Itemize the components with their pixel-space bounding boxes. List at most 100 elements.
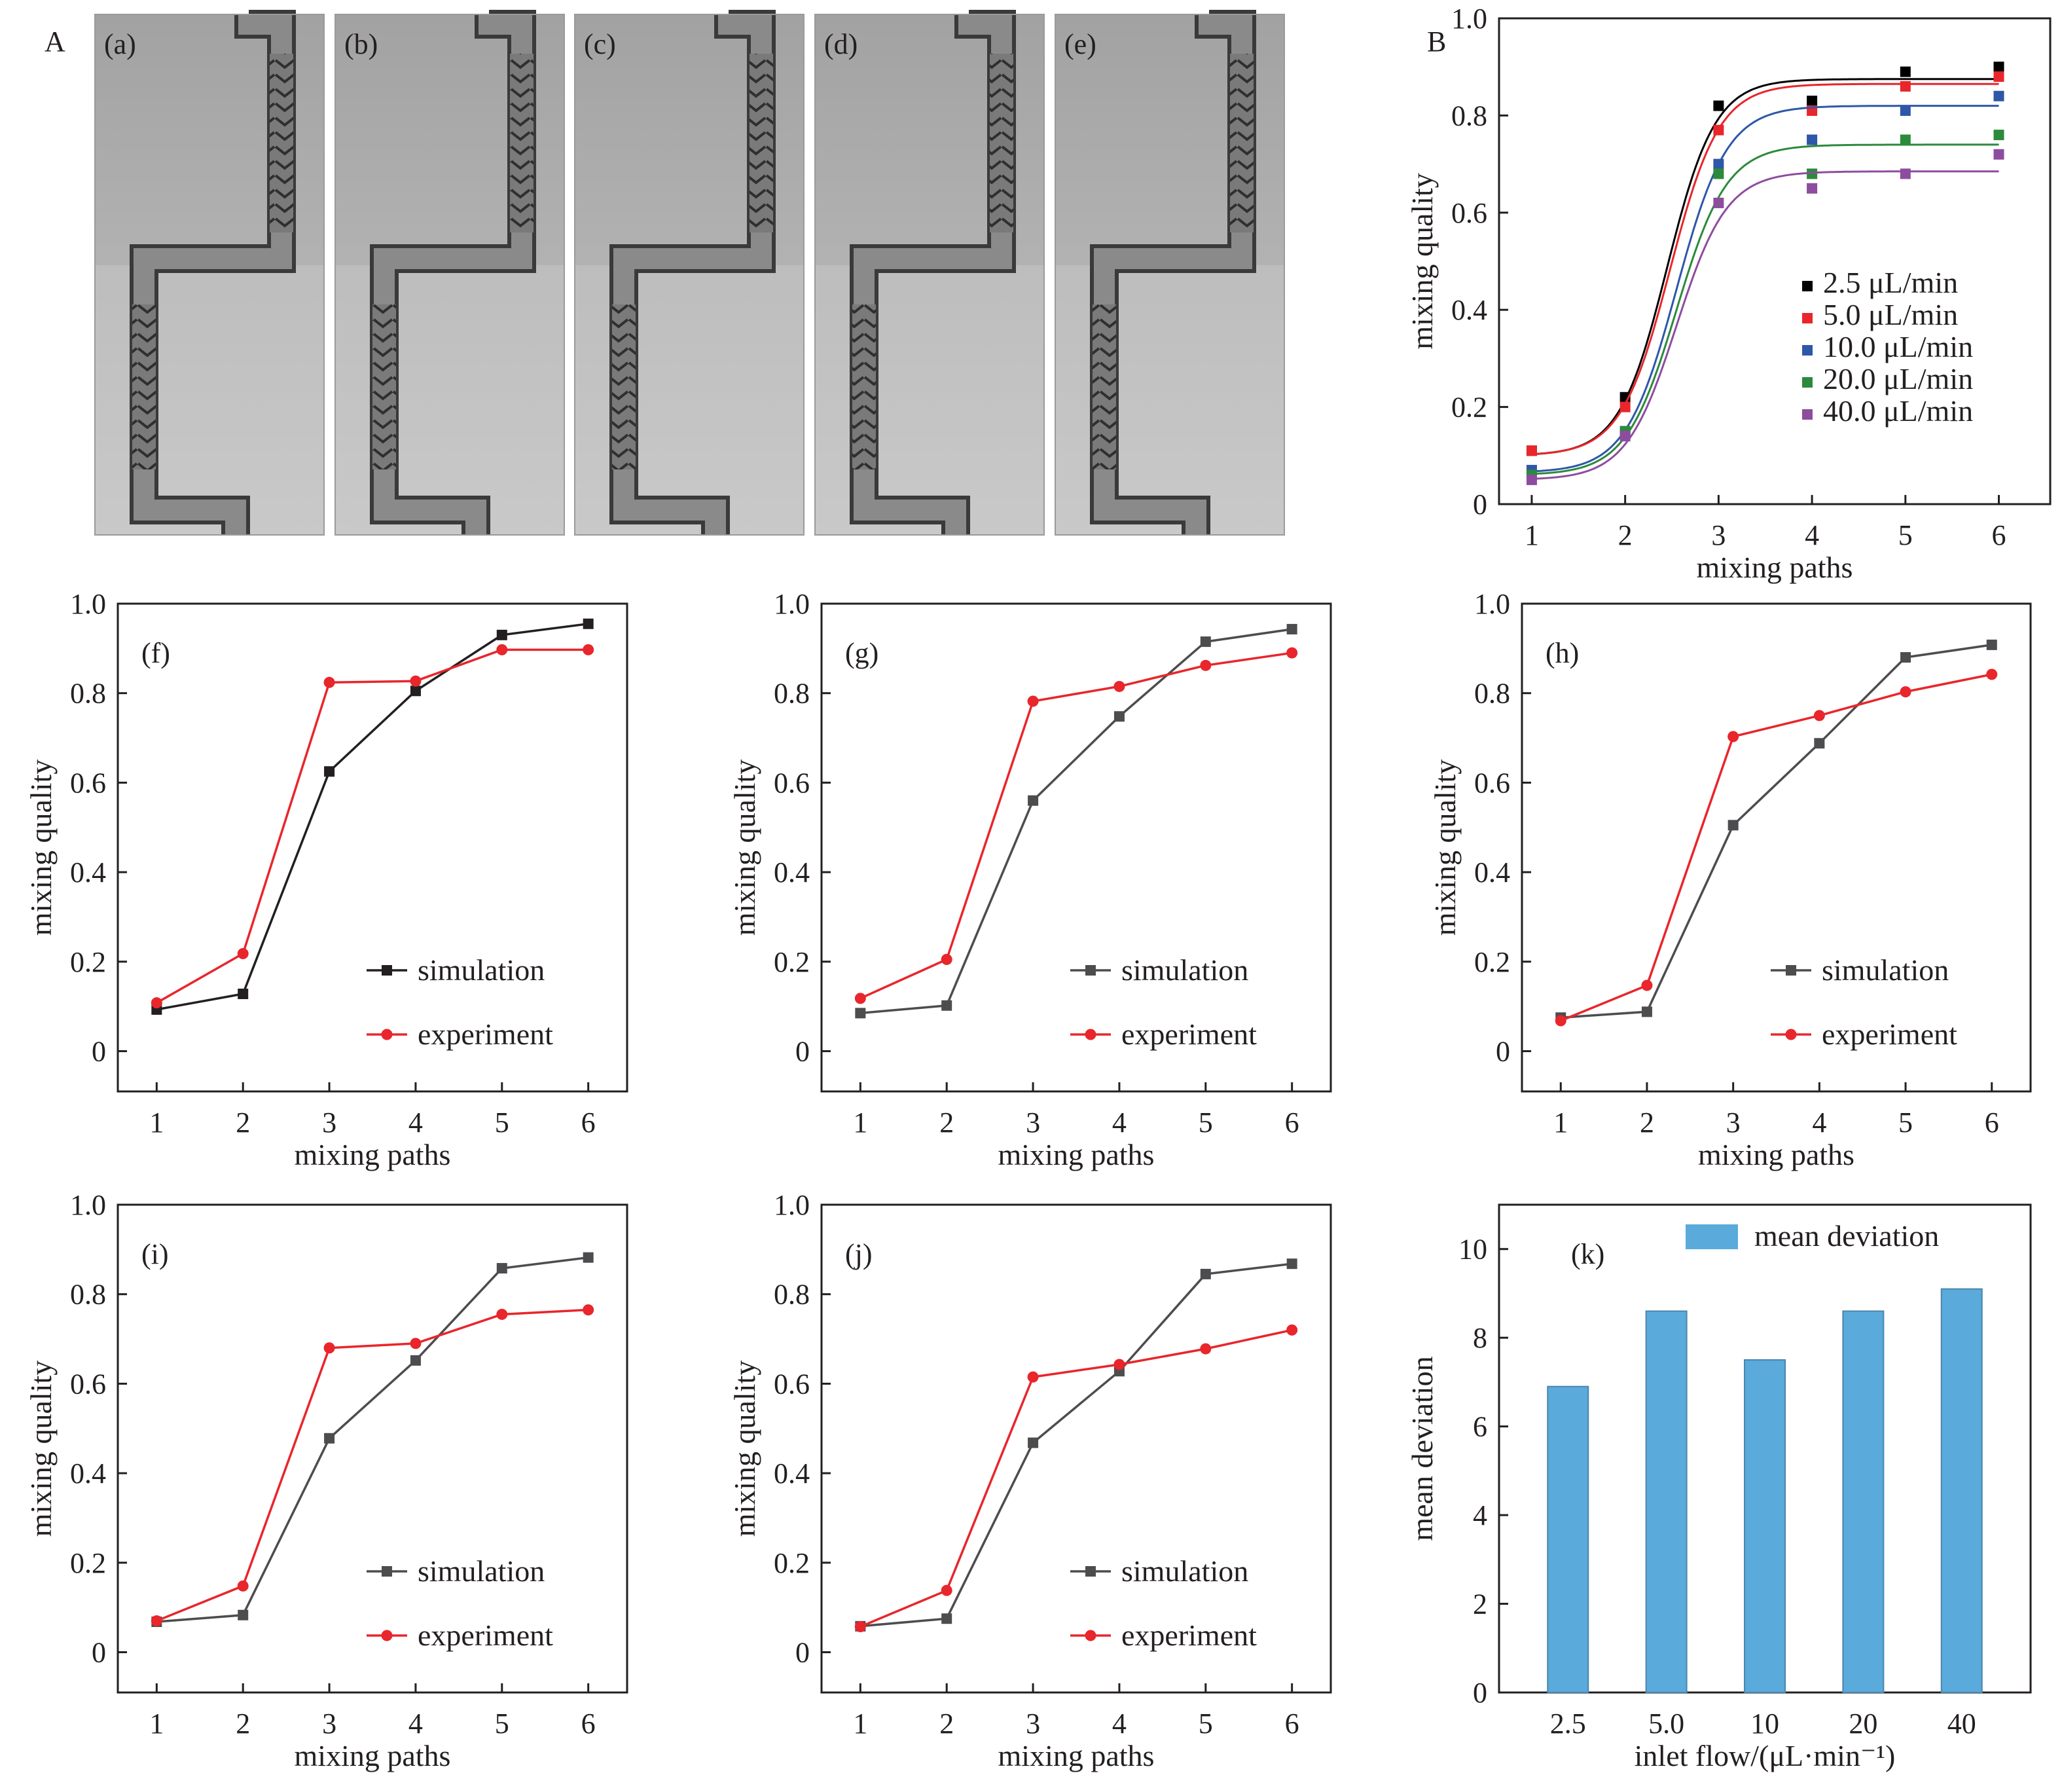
fit-curve-series-3 xyxy=(1531,105,1999,473)
photo-frame xyxy=(1055,14,1285,536)
fit-curve-series-5 xyxy=(1531,170,1999,480)
panel-label: (i) xyxy=(141,1238,169,1270)
microscope-photo-strip: (a) (b) (c) (d) (e) xyxy=(94,10,1285,536)
x-axis-label: mixing paths xyxy=(998,1739,1155,1772)
legend-marker-simulation xyxy=(1786,965,1796,976)
y-tick-label: 1.0 xyxy=(1474,588,1510,620)
photo-lower-background xyxy=(95,265,324,535)
legend-marker-simulation xyxy=(1085,965,1096,976)
experiment-point xyxy=(496,644,508,655)
simulation-point xyxy=(583,1252,594,1263)
simulation-point xyxy=(1286,623,1297,634)
simulation-point xyxy=(855,1008,866,1019)
x-axis-label: mixing paths xyxy=(1697,551,1853,584)
simulation-point xyxy=(941,1000,952,1011)
legend-marker-series-4 xyxy=(1802,377,1813,388)
chart-g-simulation-vs-experiment: 1 2 3 4 5 6 0 0.2 0.4 0.6 0.8 1.0 mixing paths mixing… xyxy=(728,588,1332,1171)
chart-i-simulation-vs-experiment: 1 2 3 4 5 6 0 0.2 0.4 0.6 0.8 1.0 mixing paths mixing… xyxy=(24,1189,628,1772)
experiment-line xyxy=(859,1328,1293,1628)
herringbone-mixer-lower xyxy=(612,304,636,469)
x-axis-label: mixing paths xyxy=(998,1138,1155,1171)
simulation-point xyxy=(1814,738,1825,749)
herringbone-mixer-lower xyxy=(852,304,876,469)
panel-letter-B: B xyxy=(1427,26,1446,58)
photo-frame xyxy=(335,14,565,536)
herringbone-mixer-lower xyxy=(1093,304,1116,469)
simulation-point xyxy=(1113,711,1125,722)
legend-marker-simulation xyxy=(382,1566,392,1577)
experiment-point xyxy=(1200,659,1212,671)
x-tick-label: 2 xyxy=(1640,1106,1654,1139)
legend-marker-simulation xyxy=(1085,1566,1096,1577)
y-tick-label: 0 xyxy=(92,1035,106,1067)
y-tick-label: 0.6 xyxy=(70,767,106,799)
x-tick-label: 1 xyxy=(1525,519,1539,551)
y-axis-label: mixing quality xyxy=(728,759,761,936)
photo-frame xyxy=(574,14,805,536)
simulation-point xyxy=(324,766,335,777)
y-tick-label: 0.8 xyxy=(70,678,106,710)
simulation-point xyxy=(238,1609,249,1620)
legend-marker-experiment xyxy=(381,1630,393,1641)
bar-5.0 xyxy=(1645,1310,1688,1693)
experiment-point xyxy=(854,1621,866,1633)
legend-label-experiment: experiment xyxy=(1822,1017,1957,1051)
y-tick-label: 0.6 xyxy=(70,1368,106,1400)
legend-marker-experiment xyxy=(381,1029,393,1040)
x-tick-label: 4 xyxy=(408,1106,423,1139)
y-tick-label: 0 xyxy=(795,1035,810,1067)
microscope-photo: (a) xyxy=(94,10,325,536)
microchannel xyxy=(613,14,772,535)
x-tick-label: 2 xyxy=(939,1708,954,1740)
experiment-point xyxy=(323,676,335,688)
legend-label: mean deviation xyxy=(1754,1219,1939,1253)
simulation-point xyxy=(1641,1006,1652,1017)
experiment-point xyxy=(1813,710,1825,722)
experiment-point xyxy=(1986,668,1998,680)
simulation-line xyxy=(1561,644,1992,1019)
simulation-line xyxy=(156,623,588,1011)
data-point-series-2 xyxy=(1900,81,1911,92)
legend-marker-experiment xyxy=(1085,1630,1096,1641)
y-tick-label: 0 xyxy=(795,1636,810,1668)
y-tick-label: 0.6 xyxy=(774,1368,810,1400)
data-point-series-4 xyxy=(1713,168,1724,179)
legend-label-simulation: simulation xyxy=(418,1554,545,1588)
microchannel xyxy=(1094,14,1252,535)
x-tick-label: 5 xyxy=(495,1708,509,1740)
y-axis-label: mean deviation xyxy=(1405,1356,1439,1541)
microchannel xyxy=(134,14,292,535)
x-tick-label: 6 xyxy=(581,1708,596,1740)
y-tick-label: 1.0 xyxy=(70,588,106,620)
plot-frame xyxy=(1498,17,2052,505)
y-tick-label: 0.6 xyxy=(774,767,810,799)
y-tick-label: 10 xyxy=(1458,1234,1487,1266)
legend-label-simulation: simulation xyxy=(1121,953,1248,987)
data-point-series-5 xyxy=(1619,431,1631,442)
x-axis-label: mixing paths xyxy=(1698,1138,1854,1171)
experiment-point xyxy=(410,1338,422,1349)
experiment-point xyxy=(941,953,952,965)
experiment-point xyxy=(237,947,249,959)
y-axis-label: mixing quality xyxy=(24,759,58,936)
y-tick-label: 0.4 xyxy=(774,1457,810,1490)
chart-B-mixing-quality-fits: 1 2 3 4 5 6 0 0.2 0.4 0.6 0.8 1.0 mixing paths mixing… xyxy=(1405,3,2052,584)
plot-frame xyxy=(820,602,1332,1093)
herringbone-mixer-upper xyxy=(270,54,293,232)
y-tick-label: 0.8 xyxy=(774,678,810,710)
y-tick-label: 0 xyxy=(1473,488,1487,521)
simulation-point xyxy=(410,686,421,697)
experiment-point xyxy=(1641,979,1653,991)
data-point-series-5 xyxy=(1807,183,1818,194)
photo-label: (c) xyxy=(584,28,616,60)
experiment-point xyxy=(1727,731,1739,742)
y-tick-label: 1.0 xyxy=(774,1189,810,1221)
panel-label: (h) xyxy=(1546,637,1579,669)
plot-frame xyxy=(117,1203,628,1694)
x-tick-label: 3 xyxy=(1026,1106,1040,1139)
x-tick-label: 6 xyxy=(1285,1106,1299,1139)
y-tick-label: 6 xyxy=(1473,1411,1487,1443)
panel-letter-A: A xyxy=(45,26,65,58)
